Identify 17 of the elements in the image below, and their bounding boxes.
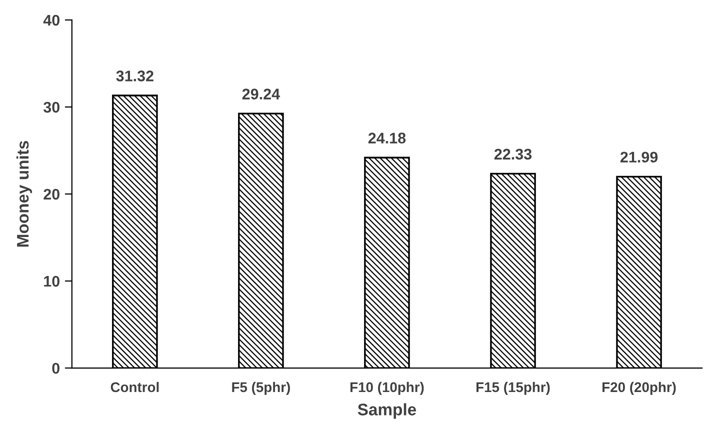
y-tick-label: 30 xyxy=(43,102,60,113)
x-tick-label: F5 (5phr) xyxy=(232,382,290,395)
x-tick-label: F20 (20phr) xyxy=(602,382,676,395)
x-tick-label: F10 (10phr) xyxy=(350,382,424,395)
data-label: 21.99 xyxy=(620,152,658,163)
data-label: 22.33 xyxy=(494,148,532,160)
y-tick-label: 20 xyxy=(44,188,60,200)
data-label: 31.32 xyxy=(116,70,154,82)
y-tick-label: 40 xyxy=(43,14,60,26)
x-tick-label: F15 (15phr) xyxy=(476,382,550,395)
y-tick-label: 10 xyxy=(44,276,60,287)
x-tick-label: Control xyxy=(110,382,159,392)
x-axis-title: Sample xyxy=(358,403,416,419)
y-axis-title: Mooney units xyxy=(16,140,32,247)
data-label: 24.18 xyxy=(368,132,406,144)
y-tick-label: 0 xyxy=(52,362,60,374)
data-label: 29.24 xyxy=(242,88,280,100)
